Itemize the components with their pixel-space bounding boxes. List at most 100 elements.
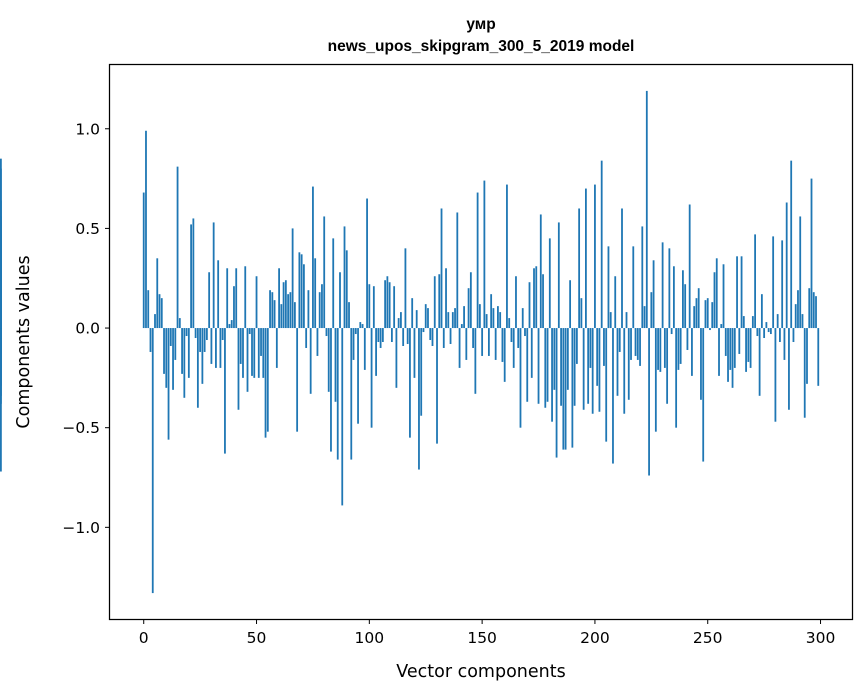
bar-193 (578, 208, 581, 329)
bar-53 (262, 328, 265, 378)
x-tick-label: 50 (247, 629, 267, 647)
bar-203 (600, 160, 603, 329)
bar-22 (192, 218, 195, 329)
bar-224 (648, 328, 650, 476)
bar-216 (630, 328, 632, 360)
bar-294 (806, 328, 808, 384)
bar-297 (812, 292, 815, 329)
bar-292 (801, 314, 804, 329)
bar-48 (251, 328, 253, 376)
bar-34 (219, 328, 222, 368)
bar-145 (469, 272, 472, 329)
bar-122 (418, 328, 420, 470)
bar-64 (287, 294, 290, 329)
bar-0 (142, 192, 145, 329)
y-tick-label: 0.5 (75, 220, 100, 238)
bar-118 (409, 328, 411, 438)
bar-188 (566, 328, 569, 390)
bar-267 (745, 328, 747, 372)
bar-174 (535, 266, 538, 329)
bar-11 (167, 328, 170, 440)
bar-177 (542, 274, 544, 329)
bar-44 (242, 328, 244, 378)
bar-213 (623, 328, 626, 414)
bar-272 (756, 328, 759, 337)
bar-18 (183, 328, 186, 398)
bar-283 (781, 240, 784, 329)
bar-26 (201, 328, 204, 384)
bar-298 (815, 296, 817, 329)
bar-154 (490, 294, 493, 329)
bar-76 (314, 258, 317, 329)
bar-236 (675, 328, 678, 428)
bar-135 (447, 312, 450, 329)
bar-99 (366, 198, 368, 329)
bar-29 (208, 272, 211, 329)
bar-95 (357, 328, 359, 424)
bar-105 (379, 328, 382, 348)
bar-264 (738, 328, 741, 354)
bar-149 (478, 304, 481, 329)
bar-322 (0, 280, 2, 329)
plot-area-frame (108, 63, 854, 621)
bar-72 (305, 328, 308, 348)
bar-220 (639, 328, 641, 366)
bar-24 (196, 328, 199, 408)
bar-223 (645, 90, 648, 329)
bar-288 (792, 328, 795, 342)
bar-249 (704, 300, 707, 329)
bar-229 (659, 328, 662, 372)
bar-244 (693, 306, 696, 329)
bar-71 (303, 264, 305, 329)
bar-239 (682, 270, 684, 329)
bar-247 (700, 328, 702, 400)
bar-164 (512, 328, 515, 368)
bar-257 (722, 264, 725, 329)
bar-195 (582, 328, 585, 410)
x-tick-label: 300 (806, 629, 836, 647)
bar-81 (325, 328, 328, 337)
bar-136 (449, 328, 452, 344)
bar-59 (275, 328, 278, 368)
bar-60 (278, 268, 280, 329)
bar-165 (515, 276, 517, 329)
bar-35 (221, 328, 224, 341)
bar-259 (727, 328, 729, 382)
bar-151 (483, 180, 486, 329)
y-tick-label: 0.0 (75, 320, 100, 338)
bar-23 (194, 328, 197, 339)
bar-228 (657, 328, 659, 370)
bar-253 (713, 272, 716, 329)
y-axis-ticks: −1.0 −0.5 0.0 0.5 1.0 (62, 120, 110, 537)
bar-183 (555, 328, 558, 458)
bar-27 (203, 328, 206, 352)
bar-243 (691, 328, 693, 376)
bar-82 (327, 328, 330, 392)
bar-46 (246, 328, 249, 392)
bar-201 (596, 328, 599, 386)
bar-296 (810, 178, 813, 329)
bar-114 (400, 312, 402, 329)
bar-91 (348, 302, 350, 329)
bar-211 (618, 328, 621, 352)
bar-117 (406, 328, 409, 344)
bar-242 (688, 204, 691, 329)
bar-137 (451, 312, 454, 329)
bar-62 (282, 282, 285, 329)
bar-89 (343, 226, 346, 329)
bar-133 (442, 328, 445, 348)
bar-176 (539, 214, 542, 329)
bar-158 (499, 312, 502, 329)
bar-126 (427, 308, 429, 329)
bar-262 (733, 328, 736, 368)
bar-241 (686, 328, 689, 350)
bar-25 (199, 328, 202, 352)
bar-204 (603, 328, 605, 366)
bar-265 (740, 256, 743, 329)
bar-258 (724, 328, 727, 356)
bar-233 (668, 248, 671, 329)
bar-140 (458, 328, 461, 368)
bar-225 (650, 292, 653, 329)
bar-290 (797, 290, 799, 329)
bar-121 (415, 310, 418, 329)
